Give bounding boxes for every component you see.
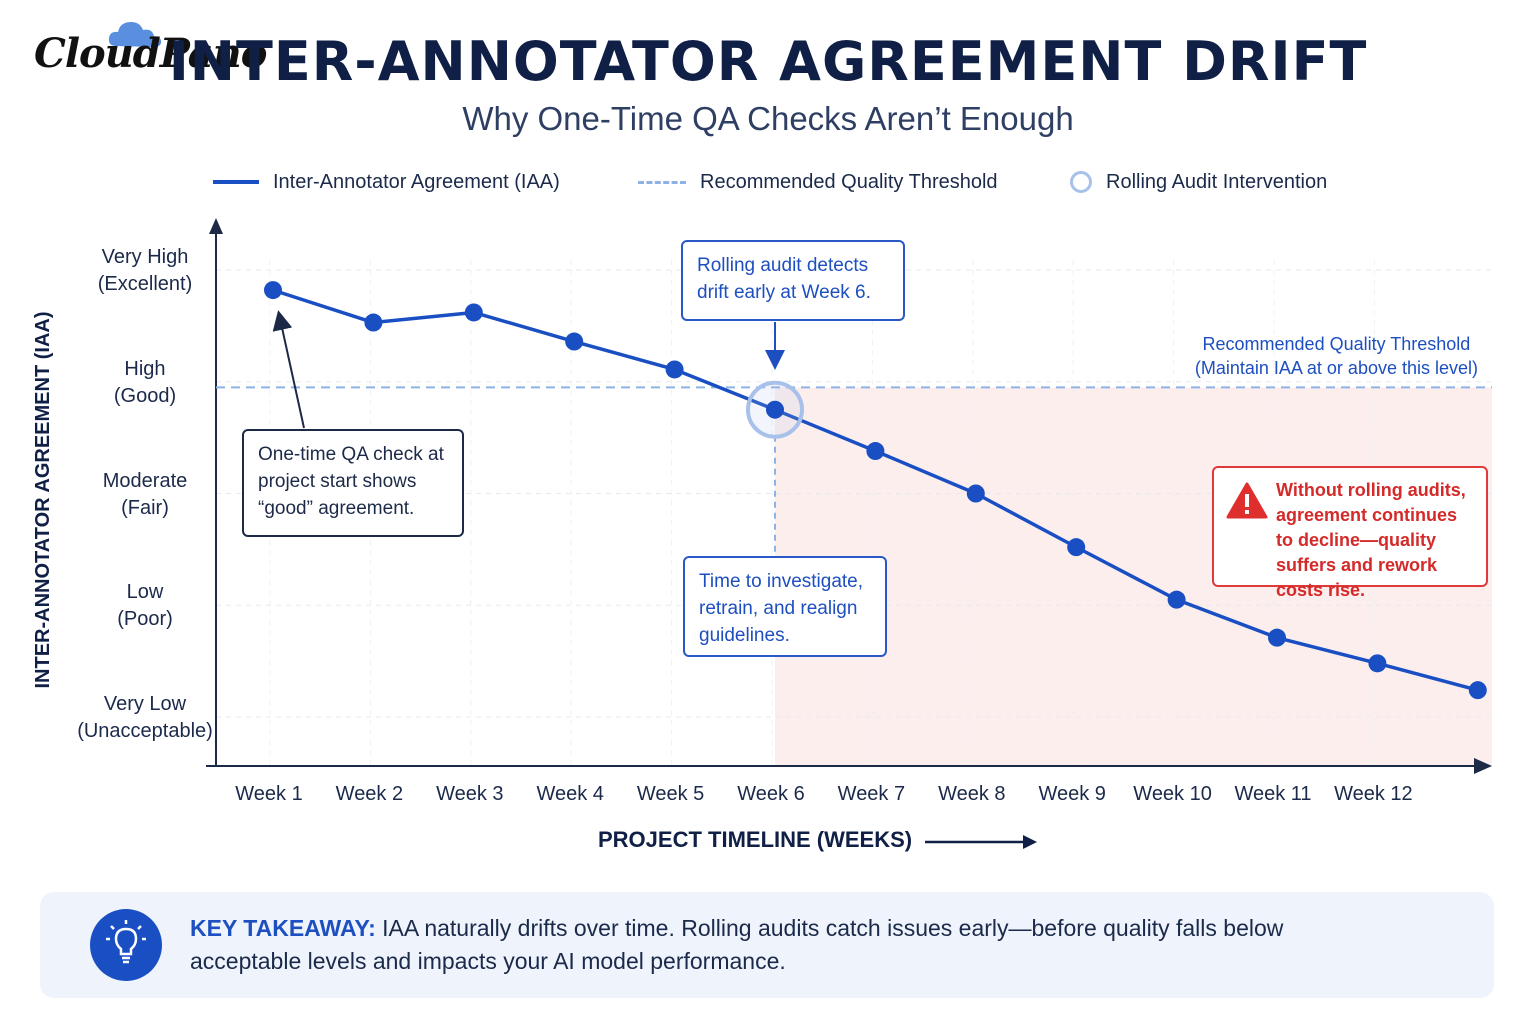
threshold-label-sub: (Maintain IAA at or above this level) [1194, 358, 1478, 378]
legend-dash-swatch [638, 180, 686, 184]
legend-item-iaa: Inter-Annotator Agreement (IAA) [213, 167, 560, 197]
qa-pointer-arrow [272, 310, 305, 429]
page-subtitle: Why One-Time QA Checks Aren’t Enough [462, 100, 1074, 137]
data-point [565, 332, 584, 351]
x-axis-title: PROJECT TIMELINE (WEEKS) [598, 827, 913, 852]
cloud-icon [108, 22, 162, 47]
legend-line-swatch [213, 180, 259, 184]
y-tick-label: Very High (Excellent) [60, 244, 230, 298]
data-point [1368, 654, 1387, 673]
brand-logo: CloudPano [30, 16, 270, 80]
data-point [1167, 590, 1186, 609]
threshold-label-title: Recommended Quality Threshold [1202, 334, 1471, 354]
legend-label-audit: Rolling Audit Intervention [1106, 170, 1328, 193]
data-point [264, 281, 282, 300]
y-tick-label-sub: (Poor) [117, 608, 173, 631]
data-point [464, 303, 483, 322]
y-tick-label-sub: (Unacceptable) [77, 720, 213, 742]
y-tick-label-main: Moderate [102, 469, 188, 492]
x-axis-arrow-icon [1474, 758, 1492, 774]
x-tick-label: Week 11 [1234, 783, 1311, 805]
warning-callout: Without rolling audits, agreement contin… [1212, 466, 1488, 600]
legend-ring-swatch [1070, 171, 1092, 193]
legend-item-audit: Rolling Audit Intervention [1070, 167, 1327, 197]
x-title-arrow-icon [925, 835, 1037, 849]
key-takeaway-panel: KEY TAKEAWAY: IAA naturally drifts over … [40, 892, 1494, 998]
page-title: INTER-ANNOTATOR AGREEMENT DRIFT [168, 30, 1368, 93]
x-tick-label: Week 6 [737, 783, 804, 805]
x-tick-label: Week 9 [1038, 783, 1105, 805]
y-tick-label: High (Good) [60, 356, 230, 410]
rolling-audit-callout: Rolling audit detects drift early at Wee… [681, 240, 905, 321]
y-tick-label-main: Very High [101, 246, 189, 268]
legend-label-threshold: Recommended Quality Threshold [700, 170, 998, 193]
x-tick-label: Week 2 [336, 783, 403, 805]
takeaway-text: KEY TAKEAWAY: IAA naturally drifts over … [190, 912, 1330, 978]
data-point [1067, 538, 1086, 557]
logo-text: CloudPano [34, 30, 267, 77]
y-tick-label-sub: (Good) [113, 384, 177, 407]
data-point [866, 442, 885, 461]
qa-check-callout: One-time QA check at project start shows… [242, 429, 464, 537]
data-point [1468, 681, 1487, 700]
data-point [766, 400, 784, 419]
y-tick-label-main: Low [126, 581, 164, 604]
chart-legend: Inter-Annotator Agreement (IAA) Recommen… [0, 167, 1536, 197]
y-tick-label-main: High [124, 357, 166, 380]
legend-item-threshold: Recommended Quality Threshold [638, 167, 998, 197]
y-tick-label-main: Very Low [103, 693, 187, 715]
x-tick-label: Week 5 [637, 783, 704, 805]
legend-label-iaa: Inter-Annotator Agreement (IAA) [273, 170, 560, 193]
x-tick-label: Week 7 [838, 783, 905, 805]
warning-text: Without rolling audits, agreement contin… [1276, 480, 1466, 600]
x-tick-label: Week 8 [938, 783, 1005, 805]
threshold-label: Recommended Quality Threshold (Maintain … [1195, 332, 1478, 380]
warning-icon [1226, 482, 1268, 519]
data-point [1268, 628, 1286, 647]
line-chart: Week 1 Week 2 Week 3 Week 4 Week 5 Week 6 Week… [206, 218, 1492, 805]
y-tick-label: Very Low (Unacceptable) [60, 691, 230, 745]
x-tick-label: Week 10 [1133, 783, 1212, 805]
data-point [966, 484, 985, 503]
data-point [364, 313, 383, 332]
x-tick-label: Week 3 [436, 783, 503, 805]
x-tick-label: Week 12 [1334, 783, 1413, 805]
y-axis-arrow-icon [209, 218, 223, 234]
investigate-callout: Time to investigate, retrain, and realig… [683, 556, 887, 657]
lightbulb-icon [90, 909, 162, 981]
y-tick-label-sub: (Excellent) [97, 273, 193, 295]
x-tick-label: Week 1 [235, 783, 302, 805]
y-tick-label-sub: (Fair) [121, 496, 169, 519]
takeaway-heading: KEY TAKEAWAY: [190, 915, 376, 941]
y-tick-label: Moderate (Fair) [60, 468, 230, 522]
x-tick-label: Week 4 [536, 783, 603, 805]
takeaway-body: IAA naturally drifts over time. Rolling … [190, 915, 1284, 974]
y-tick-label: Low (Poor) [60, 579, 230, 633]
data-point [665, 360, 684, 379]
